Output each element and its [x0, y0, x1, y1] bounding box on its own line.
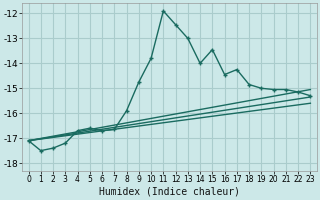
X-axis label: Humidex (Indice chaleur): Humidex (Indice chaleur)	[99, 187, 240, 197]
